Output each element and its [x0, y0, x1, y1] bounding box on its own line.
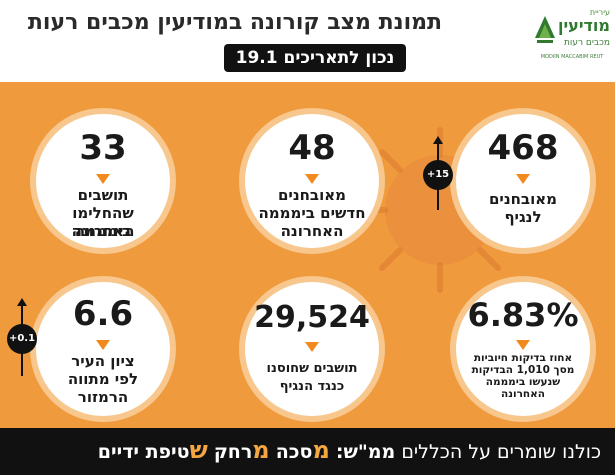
- stat-pointer-icon: [516, 174, 530, 184]
- stat-pointer-icon: [305, 342, 319, 352]
- stat-infected-value: 468: [487, 128, 559, 168]
- header: תמונת מצב קורונה במודיעין מכבים רעות נכו…: [0, 0, 615, 82]
- stat-new-cases-value: 48: [288, 128, 336, 168]
- page-title: תמונת מצב קורונה במודיעין מכבים רעות: [27, 10, 443, 35]
- stat-city-score-label-3: הרמזור: [77, 388, 129, 406]
- stat-positive-rate-label-2: מסך 1,010 הבדיקות: [471, 364, 575, 376]
- stat-pointer-icon: [96, 340, 110, 350]
- stat-city-score-change: +0.1: [7, 324, 37, 354]
- date-badge: נכון לתאריכים 19.1: [224, 44, 406, 72]
- stat-recovered-label-2: שהחלימו בימממה: [72, 204, 134, 240]
- stat-recovered: 33 תושבים שהחלימו בימממה האחרונה: [30, 108, 176, 254]
- stat-vaccinated-label-2: כנגד הנגיף: [279, 379, 345, 394]
- stat-vaccinated-label-1: תושבים שחוסנו: [266, 361, 358, 376]
- stat-infected-label-2: לנגיף: [504, 208, 542, 226]
- stat-recovered-label-1: תושבים: [77, 186, 129, 204]
- logo-main-text: מודיעין: [557, 16, 610, 35]
- logo-small-text: עיריית: [589, 8, 610, 17]
- footer-letter-distance: מ: [252, 436, 270, 464]
- footer-letter-handwash: ש: [189, 436, 208, 464]
- footer-letter-mask: מ: [312, 436, 330, 464]
- stat-pointer-icon: [516, 340, 530, 350]
- stat-new-cases-label-2: חדשים בימממה: [258, 204, 366, 222]
- stat-pointer-icon: [96, 174, 110, 184]
- stat-infected-label-1: מאובחנים: [488, 190, 558, 208]
- footer-word-mask: סכה: [275, 441, 313, 463]
- stat-vaccinated-value: 29,524: [254, 300, 370, 335]
- footer-slogan: כולנו שומרים על הכללים ממ"ש: מסכה מרחק ש…: [98, 436, 601, 464]
- logo-mark-icon: [535, 16, 555, 43]
- footer-word-distance: רחק: [213, 441, 253, 463]
- up-arrow-icon: [17, 298, 27, 306]
- footer-intro: כולנו שומרים על הכללים: [401, 441, 601, 463]
- stat-city-score-label-2: לפי מתווה: [67, 370, 139, 388]
- stat-new-cases: 48 מאובחנים חדשים בימממה האחרונה: [239, 108, 385, 254]
- stat-infected: 468 מאובחנים לנגיף: [450, 108, 596, 254]
- stat-positive-rate: 6.83% אחוז בדיקות חיוביות מסך 1,010 הבדי…: [450, 276, 596, 422]
- stat-positive-rate-label-3: שנעשו בימממה: [485, 376, 561, 388]
- stat-new-cases-label-3: האחרונה: [280, 222, 344, 240]
- stat-city-score: 6.6 ציון העיר לפי מתווה הרמזור: [30, 276, 176, 422]
- stat-new-cases-label-1: מאובחנים: [277, 186, 347, 204]
- stat-vaccinated: 29,524 תושבים שחוסנו כנגד הנגיף: [239, 276, 385, 422]
- city-logo: עיריית מודיעין מכבים רעות MODIIN MACCABI…: [534, 8, 610, 74]
- footer-mamash: ממ"ש:: [335, 441, 396, 463]
- logo-sub-text: מכבים רעות: [563, 38, 610, 48]
- stat-positive-rate-label-4: האחרונה: [501, 388, 545, 400]
- stat-recovered-label-3: האחרונה: [71, 222, 135, 240]
- stat-city-score-value: 6.6: [72, 294, 134, 334]
- stat-city-score-label-1: ציון העיר: [71, 352, 135, 370]
- up-arrow-icon: [433, 136, 443, 144]
- logo-english-text: MODIIN MACCABIM REUT: [540, 54, 604, 60]
- footer-word-handwash: טיפת ידיים: [97, 441, 190, 463]
- stat-infected-change: +15: [423, 160, 453, 190]
- footer-banner: כולנו שומרים על הכללים ממ"ש: מסכה מרחק ש…: [0, 428, 615, 475]
- stat-recovered-value: 33: [79, 128, 127, 168]
- stat-pointer-icon: [305, 174, 319, 184]
- stat-positive-rate-value: 6.83%: [467, 296, 579, 334]
- stat-positive-rate-label-1: אחוז בדיקות חיוביות: [473, 352, 573, 364]
